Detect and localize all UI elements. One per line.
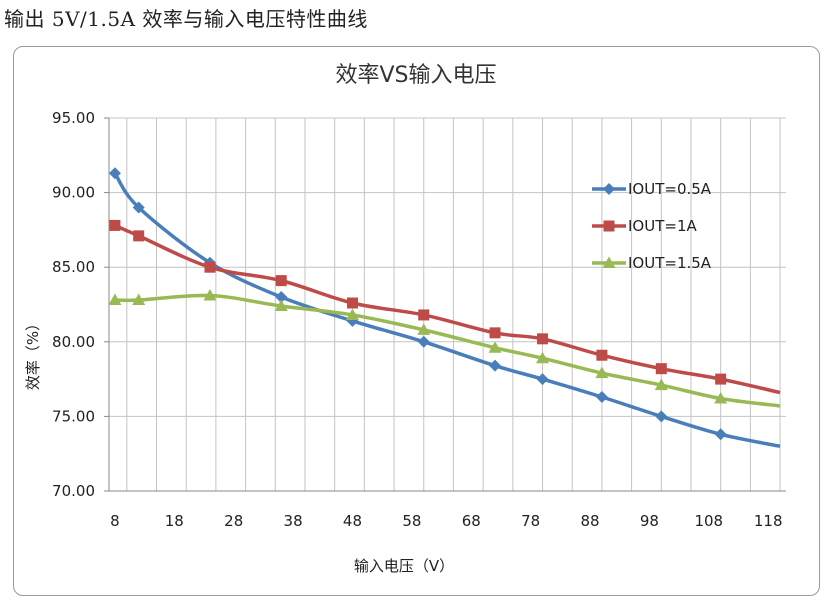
x-tick-label: 118: [754, 512, 783, 530]
legend-marker: [603, 220, 615, 232]
x-tick-label: 68: [462, 512, 481, 530]
x-tick-label: 108: [694, 512, 723, 530]
data-point: [655, 410, 668, 423]
data-point: [714, 428, 727, 441]
x-tick-label: 8: [110, 512, 120, 530]
series-2: [109, 219, 781, 395]
x-tick-label: 18: [165, 512, 184, 530]
data-point: [274, 299, 288, 311]
data-point: [133, 230, 145, 242]
page-heading: 输出 5V/1.5A 效率与输入电压特性曲线: [4, 7, 368, 31]
y-axis-label: 效率（%）: [24, 316, 42, 390]
data-point: [489, 327, 501, 339]
legend-label: IOUT=0.5A: [628, 180, 712, 198]
x-axis-label: 输入电压（V）: [354, 557, 454, 575]
y-tick-label: 95.00: [52, 109, 95, 127]
series-line: [114, 223, 781, 395]
data-point: [536, 351, 550, 364]
series-3: [108, 289, 781, 408]
data-point: [346, 297, 358, 309]
legend: IOUT=0.5A IOUT=1A IOUT=1.5A: [592, 180, 712, 272]
chart-frame: 效率VS输入电压 70.00 75.00 80.00 85.00 90.00 95.00 8…: [13, 46, 820, 596]
y-tick-label: 90.00: [52, 184, 95, 202]
series-lines: [108, 167, 781, 448]
data-point: [275, 275, 287, 287]
y-tick-label: 80.00: [52, 333, 95, 351]
chart-title: 效率VS输入电压: [335, 63, 496, 88]
data-point: [715, 373, 727, 385]
data-point: [655, 363, 667, 375]
efficiency-chart: 效率VS输入电压 70.00 75.00 80.00 85.00 90.00 95.00 8…: [24, 63, 786, 575]
data-point: [595, 366, 609, 379]
data-point: [489, 359, 502, 372]
data-point: [109, 219, 121, 231]
data-point: [537, 333, 549, 345]
legend-marker: [602, 256, 616, 268]
legend-marker: [603, 183, 615, 195]
x-tick-label: 28: [224, 512, 243, 530]
x-tick-label: 98: [640, 512, 659, 530]
data-point: [345, 308, 359, 320]
data-point: [132, 293, 146, 306]
data-point: [536, 373, 549, 386]
series-1: [108, 167, 781, 448]
data-point: [108, 167, 121, 180]
data-point: [203, 289, 217, 301]
y-tick-label: 75.00: [52, 407, 95, 425]
data-point: [418, 309, 430, 321]
y-tick-label: 85.00: [52, 258, 95, 276]
y-tick-label: 70.00: [52, 482, 95, 500]
data-point: [417, 335, 430, 348]
data-point: [654, 378, 668, 391]
x-tick-label: 38: [284, 512, 303, 530]
data-point: [596, 349, 608, 361]
data-point: [204, 261, 216, 273]
legend-label: IOUT=1A: [628, 217, 697, 235]
x-tick-label: 48: [343, 512, 362, 530]
data-point: [417, 323, 431, 335]
legend-label: IOUT=1.5A: [628, 254, 712, 272]
data-point: [132, 201, 145, 214]
tick-labels: 70.00 75.00 80.00 85.00 90.00 95.00 8 18 28 38 48 5…: [52, 109, 782, 530]
grid-lines: [109, 117, 786, 491]
data-point: [108, 293, 122, 306]
x-tick-label: 78: [521, 512, 540, 530]
x-tick-label: 58: [402, 512, 421, 530]
axes: [104, 117, 786, 492]
x-tick-label: 88: [580, 512, 599, 530]
data-point: [275, 291, 288, 304]
data-point: [595, 391, 608, 404]
series-line: [113, 172, 781, 448]
data-point: [714, 391, 728, 404]
data-point: [488, 341, 502, 353]
